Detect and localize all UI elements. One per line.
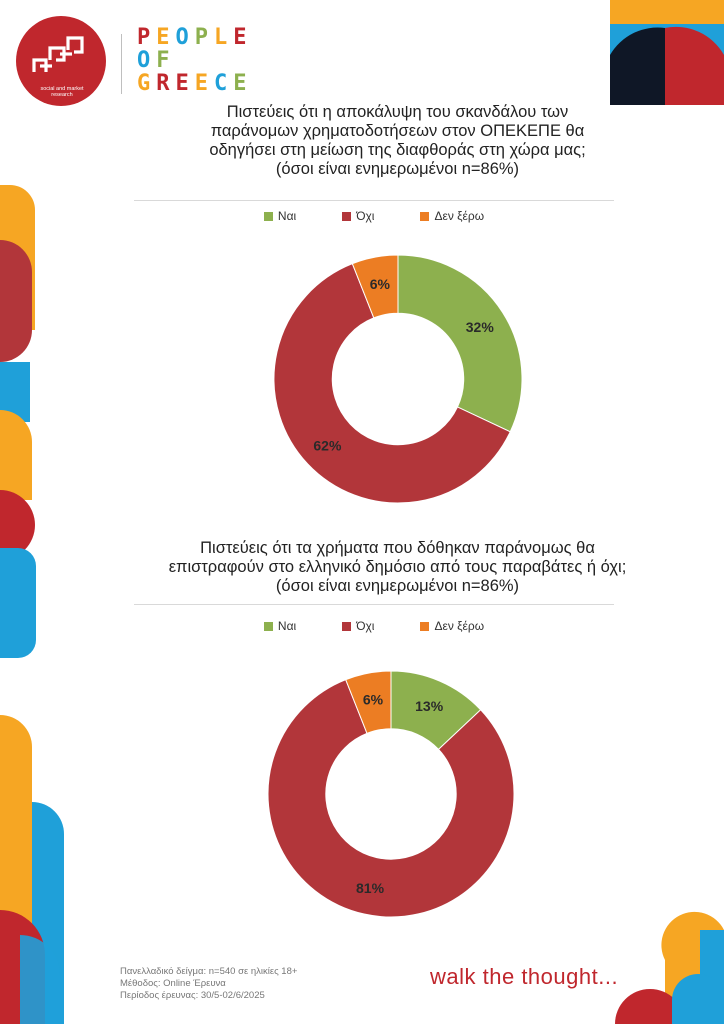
data-label: 6% — [370, 276, 391, 292]
donut-chart-1: 32% 62% 6% — [273, 254, 523, 504]
brand-letter: E — [233, 25, 253, 50]
survey-note: Μέθοδος: Online Έρευνα — [120, 978, 226, 989]
brand-letter: E — [175, 71, 195, 96]
legend-label: Δεν ξέρω — [434, 619, 485, 633]
chart-2-title: Πιστεύεις ότι τα χρήματα που δόθηκαν παρ… — [150, 539, 645, 596]
legend-item-no: Όχι — [342, 619, 374, 633]
slice-dont-know — [345, 670, 392, 735]
chart-1-title-line: παράνομων χρηματοδοτήσεων στον ΟΠΕΚΕΠΕ θ… — [210, 122, 585, 140]
brand-letter: O — [137, 48, 157, 73]
brand-letter: E — [156, 25, 176, 50]
legend-swatch — [342, 211, 352, 221]
legend-label: Όχι — [356, 209, 375, 223]
brand-line-3: GREECE — [137, 72, 253, 95]
survey-note: Πανελλαδικό δείγμα: n=540 σε ηλικίες 18+ — [120, 966, 298, 977]
slice-no — [267, 678, 515, 918]
legend-item-yes: Ναι — [263, 209, 297, 223]
legend-swatch — [263, 211, 273, 221]
data-label: 6% — [363, 692, 384, 708]
brand-letter: L — [214, 25, 234, 50]
chart-2-title-line: επιστραφούν στο ελληνικό δημόσιο από του… — [168, 558, 627, 576]
legend-swatch — [420, 211, 430, 221]
chart-1-title-line: οδηγήσει στη μείωση της διαφθοράς στη χώ… — [209, 141, 586, 159]
survey-notes: Πανελλαδικό δείγμα: n=540 σε ηλικίες 18+… — [120, 966, 297, 1002]
brand-letter: O — [175, 25, 195, 50]
legend-label: Ναι — [277, 619, 297, 633]
brand-letter: F — [156, 48, 176, 73]
brand-letter: C — [214, 71, 234, 96]
chart-2-title-line: Πιστεύεις ότι τα χρήματα που δόθηκαν παρ… — [200, 539, 595, 557]
brand-wordmark: PEOPLE OF GREECE — [137, 26, 253, 95]
header-divider — [121, 34, 122, 94]
brand-letter: G — [137, 71, 157, 96]
brand-letter: P — [137, 25, 157, 50]
data-label: 62% — [313, 437, 342, 453]
brand-line-2: OF — [137, 49, 253, 72]
chart-2-rule — [134, 604, 614, 605]
legend-swatch — [342, 621, 352, 631]
chart-1-title-line: Πιστεύεις ότι η αποκάλυψη του σκανδάλου … — [226, 103, 569, 121]
data-label: 13% — [415, 698, 444, 714]
legend-item-yes: Ναι — [263, 619, 297, 633]
donut-chart-2: 13% 81% 6% — [267, 670, 515, 918]
legend-label: Δεν ξέρω — [434, 209, 485, 223]
logo-mark-icon — [32, 36, 84, 72]
brand-letter: E — [233, 71, 253, 96]
chart-1-title-line: (όσοι είναι ενημερωμένοι n=86%) — [275, 160, 520, 178]
company-logo: social and market research — [16, 16, 106, 106]
legend-swatch — [420, 621, 430, 631]
legend-item-dont-know: Δεν ξέρω — [420, 619, 484, 633]
brand-line-1: PEOPLE — [137, 26, 253, 49]
legend-item-no: Όχι — [342, 209, 374, 223]
slice-yes — [397, 254, 523, 433]
data-label: 81% — [356, 880, 385, 896]
brand-letter: E — [194, 71, 214, 96]
legend-item-dont-know: Δεν ξέρω — [420, 209, 484, 223]
tagline: walk the thought... — [430, 964, 619, 989]
survey-note: Περίοδος έρευνας: 30/5-02/6/2025 — [120, 990, 265, 1001]
chart-1-legend: Ναι Όχι Δεν ξέρω — [134, 209, 614, 223]
legend-label: Ναι — [277, 209, 297, 223]
chart-1-title: Πιστεύεις ότι η αποκάλυψη του σκανδάλου … — [150, 103, 645, 179]
chart-1-rule — [134, 200, 614, 201]
slice-dont-know — [351, 254, 399, 319]
slice-no — [273, 263, 511, 504]
chart-2-title-line: (όσοι είναι ενημερωμένοι n=86%) — [275, 577, 520, 595]
chart-2-legend: Ναι Όχι Δεν ξέρω — [134, 619, 614, 633]
brand-letter: R — [156, 71, 176, 96]
legend-swatch — [263, 621, 273, 631]
legend-label: Όχι — [356, 619, 375, 633]
brand-letter: P — [194, 25, 214, 50]
data-label: 32% — [466, 319, 495, 335]
logo-caption: social and market research — [40, 86, 84, 98]
